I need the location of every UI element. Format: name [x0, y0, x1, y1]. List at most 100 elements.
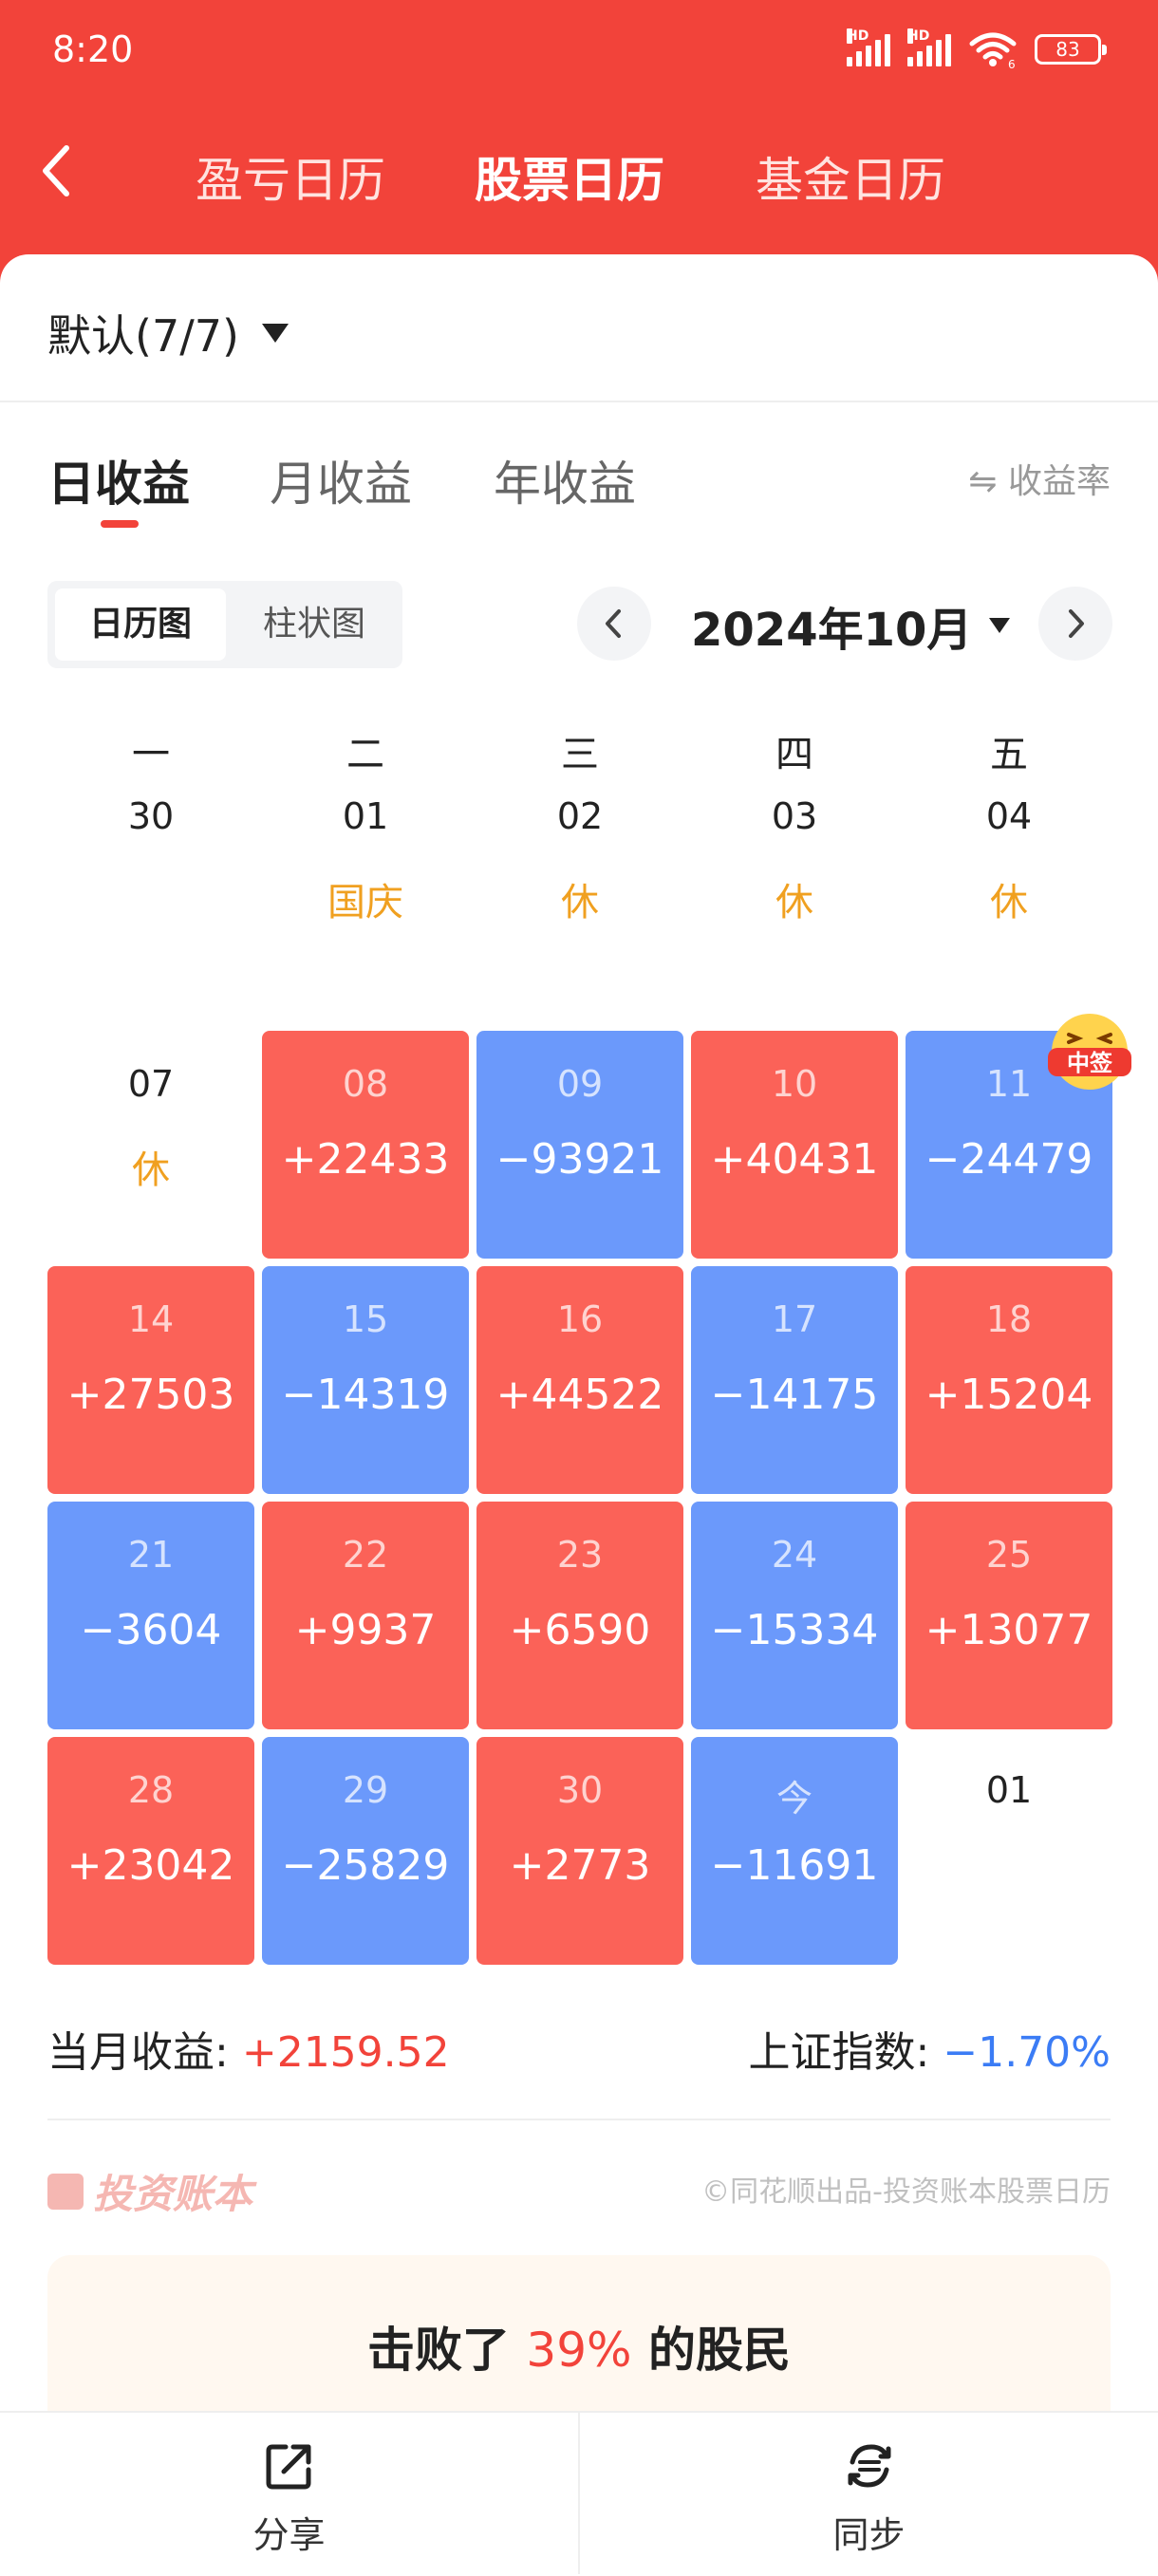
- calendar-day-cell[interactable]: 07 休: [47, 1031, 254, 1259]
- daily-pnl-value: +22433: [281, 1135, 450, 1184]
- wifi-badge: 6: [1008, 58, 1016, 68]
- divider: [0, 401, 1158, 402]
- daily-pnl-value: −3604: [80, 1606, 222, 1654]
- status-icons: HD HD 6 83: [847, 28, 1107, 68]
- day-number: 24: [771, 1534, 818, 1576]
- index-summary: 上证指数: −1.70%: [749, 2018, 1111, 2079]
- day-number: 07: [127, 1063, 175, 1105]
- calendar-day-cell[interactable]: 28 +23042: [47, 1737, 254, 1965]
- day-number: 30: [127, 795, 175, 837]
- divider: [578, 2413, 580, 2574]
- calendar-day-cell[interactable]: 01: [906, 1737, 1112, 1965]
- calendar-day-cell[interactable]: 18 +15204: [906, 1266, 1112, 1494]
- calendar-day-cell[interactable]: 09 −93921: [476, 1031, 683, 1259]
- next-month-button[interactable]: [1038, 587, 1112, 661]
- calendar-day-cell[interactable]: 08 +22433: [262, 1031, 469, 1259]
- calendar-day-cell[interactable]: 23 +6590: [476, 1502, 683, 1729]
- tab-fund-calendar[interactable]: 基金日历: [756, 153, 945, 208]
- day-number: 23: [556, 1534, 604, 1576]
- holiday-note: 休: [775, 881, 813, 924]
- holiday-note: 休: [990, 881, 1028, 924]
- day-number: 30: [556, 1769, 604, 1811]
- holiday-note: 休: [132, 1148, 170, 1192]
- monthly-return-summary: 当月收益: +2159.52: [47, 2018, 450, 2079]
- daily-pnl-value: +13077: [925, 1606, 1093, 1654]
- beat-percent: 39%: [526, 2323, 632, 2378]
- header-bar: [0, 0, 1158, 285]
- calendar-day-cell[interactable]: 30: [47, 763, 254, 991]
- chevron-left-icon[interactable]: [38, 142, 76, 199]
- day-number: 11: [985, 1063, 1033, 1105]
- calendar-day-cell[interactable]: 01 国庆: [262, 763, 469, 991]
- brand-logo: 投资账本: [47, 2162, 252, 2220]
- day-number: 今: [775, 1778, 812, 1820]
- calendar-day-cell[interactable]: 03 休: [691, 763, 898, 991]
- calendar-day-cell[interactable]: 24 −15334: [691, 1502, 898, 1729]
- calendar-day-cell[interactable]: 17 −14175: [691, 1266, 898, 1494]
- bar-view-button[interactable]: 柱状图: [262, 605, 365, 644]
- index-value: −1.70%: [943, 2028, 1111, 2077]
- beat-prefix: 击败了: [367, 2323, 510, 2378]
- weekday-label: 二: [346, 733, 384, 776]
- calendar-day-cell[interactable]: 22 +9937: [262, 1502, 469, 1729]
- holiday-note: 国庆: [327, 881, 403, 924]
- tab-monthly-return[interactable]: 月收益: [270, 457, 412, 512]
- view-switch: 日历图 柱状图: [47, 581, 402, 668]
- beat-text: 击败了 39% 的股民: [47, 2312, 1111, 2380]
- daily-pnl-value: +44522: [495, 1371, 664, 1419]
- calendar-day-cell[interactable]: 30 +2773: [476, 1737, 683, 1965]
- sync-label: 同步: [832, 2514, 906, 2556]
- battery-icon: 83: [1035, 34, 1107, 65]
- day-number: 28: [127, 1769, 175, 1811]
- caret-down-icon: [989, 618, 1011, 633]
- daily-pnl-value: −11691: [710, 1841, 879, 1890]
- caret-down-icon: [261, 324, 289, 343]
- calendar-day-cell[interactable]: 14 +27503: [47, 1266, 254, 1494]
- hd-label: HD: [907, 28, 930, 44]
- active-tab-indicator: [101, 520, 139, 528]
- index-label: 上证指数:: [748, 2028, 930, 2077]
- day-number: 25: [985, 1534, 1033, 1576]
- tab-yearly-return[interactable]: 年收益: [494, 457, 636, 512]
- tab-daily-return[interactable]: 日收益: [47, 457, 190, 512]
- calendar-view-button[interactable]: 日历图: [55, 588, 226, 661]
- divider: [47, 2119, 1111, 2120]
- calendar-day-cell[interactable]: 21 −3604: [47, 1502, 254, 1729]
- weekday-label: 三: [561, 733, 599, 776]
- tab-stock-calendar[interactable]: 股票日历: [475, 153, 664, 208]
- calendar-day-cell[interactable]: 02 休: [476, 763, 683, 991]
- calendar-day-cell[interactable]: 今 −11691: [691, 1737, 898, 1965]
- share-button[interactable]: 分享: [0, 2439, 578, 2558]
- daily-pnl-value: −14319: [281, 1371, 450, 1419]
- month-label: 2024年10月: [691, 604, 973, 657]
- calendar-day-cell[interactable]: 25 +13077: [906, 1502, 1112, 1729]
- month-picker[interactable]: 2024年10月: [691, 592, 1011, 659]
- calendar-day-cell[interactable]: 04 休: [906, 763, 1112, 991]
- day-number: 21: [127, 1534, 175, 1576]
- tab-pl-calendar[interactable]: 盈亏日历: [196, 153, 385, 208]
- calendar-day-cell[interactable]: 10 +40431: [691, 1031, 898, 1259]
- daily-pnl-value: −14175: [710, 1371, 879, 1419]
- calendar-day-cell[interactable]: 15 −14319: [262, 1266, 469, 1494]
- calendar-day-cell[interactable]: 16 +44522: [476, 1266, 683, 1494]
- winning-lottery-badge: 中签: [1048, 1014, 1131, 1090]
- return-rate-toggle[interactable]: ⇋ 收益率: [968, 462, 1111, 501]
- weekday-label: 一: [132, 733, 170, 776]
- daily-pnl-value: −24479: [925, 1135, 1093, 1184]
- account-dropdown[interactable]: 默认(7/7): [47, 302, 289, 364]
- sync-button[interactable]: 同步: [580, 2439, 1158, 2558]
- calendar-day-cell[interactable]: 29 −25829: [262, 1737, 469, 1965]
- day-number: 10: [771, 1063, 818, 1105]
- weekday-label: 四: [775, 733, 813, 776]
- day-number: 29: [342, 1769, 389, 1811]
- sync-icon: [848, 2444, 890, 2488]
- monthly-return-label: 当月收益:: [47, 2028, 229, 2077]
- wifi-icon: 6: [969, 32, 1017, 68]
- day-number: 15: [342, 1298, 389, 1340]
- day-number: 09: [556, 1063, 604, 1105]
- daily-pnl-value: +23042: [66, 1841, 235, 1890]
- daily-pnl-value: +6590: [509, 1606, 651, 1654]
- prev-month-button[interactable]: [577, 587, 651, 661]
- copyright-text: ©同花顺出品-投资账本股票日历: [701, 2175, 1111, 2209]
- daily-pnl-value: +40431: [710, 1135, 879, 1184]
